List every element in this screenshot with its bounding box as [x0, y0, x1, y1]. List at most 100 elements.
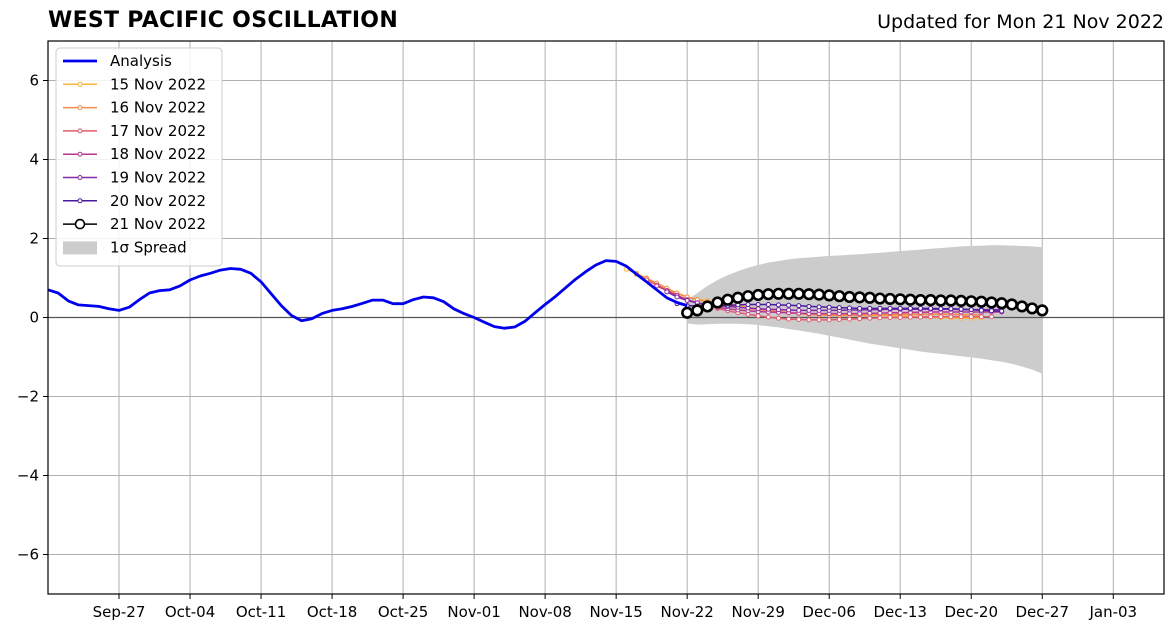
legend-entry: 17 Nov 2022 [63, 122, 206, 140]
latest-forecast-point [894, 293, 907, 306]
forecast-point [897, 315, 903, 320]
forecast-point [765, 306, 771, 312]
forecast-point [765, 314, 771, 320]
forecast-point [918, 305, 924, 311]
y-tick-label: −2 [17, 388, 39, 406]
latest-forecast-point [691, 304, 704, 317]
forecast-point [978, 307, 984, 313]
legend-label: Analysis [110, 52, 172, 70]
forecast-point [796, 316, 802, 322]
legend-label: 21 Nov 2022 [110, 215, 206, 233]
latest-forecast-point [782, 287, 795, 300]
legend-marker [77, 175, 83, 180]
forecast-point [907, 314, 913, 320]
analysis-line [47, 259, 688, 330]
x-tick-label: Dec-06 [802, 603, 856, 621]
forecast-point [897, 305, 903, 311]
forecast-point [745, 301, 751, 307]
latest-forecast-point [762, 288, 775, 301]
forecast-series [623, 266, 1005, 323]
latest-forecast-point [843, 290, 856, 304]
legend-marker [77, 151, 83, 157]
legend-label: 19 Nov 2022 [110, 169, 206, 187]
latest-forecast-point [965, 295, 978, 308]
forecast-point [806, 317, 812, 323]
forecast-point [796, 307, 802, 313]
forecast-point [775, 315, 781, 321]
latest-forecast-series [681, 287, 1049, 319]
legend-marker [77, 198, 83, 204]
x-tick-label: Jan-03 [1088, 603, 1137, 621]
forecast-point [928, 305, 934, 311]
forecast-point [786, 302, 792, 308]
forecast-point [664, 289, 670, 295]
y-tick-label: 0 [29, 309, 39, 327]
legend-marker [77, 105, 83, 111]
latest-forecast-point [681, 306, 694, 319]
forecast-point [775, 307, 781, 313]
x-tick-label: Nov-22 [660, 603, 713, 621]
forecast-point [755, 301, 761, 307]
x-tick-label: Dec-13 [873, 603, 927, 621]
latest-forecast-point [812, 288, 826, 301]
forecast-point [928, 314, 934, 320]
legend-entry: 18 Nov 2022 [63, 145, 206, 163]
latest-forecast-point [701, 300, 714, 313]
x-tick-label: Nov-15 [589, 603, 642, 621]
latest-forecast-point [1036, 304, 1049, 317]
legend: Analysis 15 Nov 2022 16 Nov 2022 17 Nov 202… [55, 47, 223, 267]
latest-forecast-point [904, 293, 917, 306]
legend-label: 17 Nov 2022 [110, 122, 206, 140]
updated-date: Updated for Mon 21 Nov 2022 [877, 11, 1164, 33]
forecast-point [826, 304, 832, 310]
legend-marker [74, 218, 86, 230]
forecast-point [968, 314, 974, 320]
latest-forecast-point [863, 291, 876, 304]
legend-swatch [63, 241, 97, 255]
y-tick-label: −6 [17, 546, 39, 564]
forecast-point [806, 303, 812, 309]
latest-forecast-point [873, 292, 887, 305]
x-tick-label: Oct-25 [378, 603, 428, 621]
forecast-point [938, 306, 944, 312]
x-tick-label: Oct-18 [307, 603, 357, 621]
forecast-point [816, 317, 822, 323]
latest-forecast-point [924, 294, 937, 307]
forecast-point [877, 315, 883, 321]
legend-marker [77, 128, 83, 134]
chart-title: WEST PACIFIC OSCILLATION [48, 8, 399, 33]
y-tick-label: 6 [29, 72, 39, 90]
latest-forecast-point [752, 288, 765, 302]
forecast-point [968, 307, 974, 313]
x-tick-label: Sep-27 [93, 603, 146, 621]
legend-entry: 19 Nov 2022 [63, 169, 206, 187]
latest-forecast-point [934, 294, 947, 307]
forecast-point [786, 307, 792, 313]
latest-forecast-point [741, 290, 755, 303]
legend-entry: Analysis [63, 52, 172, 70]
latest-forecast-point [802, 288, 816, 301]
x-tick-label: Oct-04 [165, 603, 215, 621]
latest-forecast-point [853, 291, 866, 304]
legend-entry: 21 Nov 2022 [63, 215, 206, 233]
legend-entry: 1σ Spread [63, 238, 187, 256]
forecast-point [684, 298, 690, 304]
forecast-point [857, 316, 863, 322]
forecast-point [836, 316, 842, 322]
forecast-point [836, 305, 842, 311]
legend-box [55, 47, 223, 267]
forecast-point [978, 314, 984, 320]
legend-entry: 20 Nov 2022 [63, 192, 206, 210]
latest-forecast-point [772, 287, 785, 300]
forecast-point [806, 307, 812, 313]
forecast-point [755, 306, 761, 312]
forecast-point [999, 308, 1005, 314]
latest-forecast-point [944, 294, 958, 307]
latest-forecast-point [914, 294, 927, 307]
forecast-point [674, 294, 680, 300]
forecast-point [958, 306, 964, 312]
legend-entry: 16 Nov 2022 [63, 99, 206, 117]
forecast-point [938, 314, 944, 320]
legend-label: 1σ Spread [110, 238, 187, 256]
y-tick-label: −4 [17, 467, 39, 485]
